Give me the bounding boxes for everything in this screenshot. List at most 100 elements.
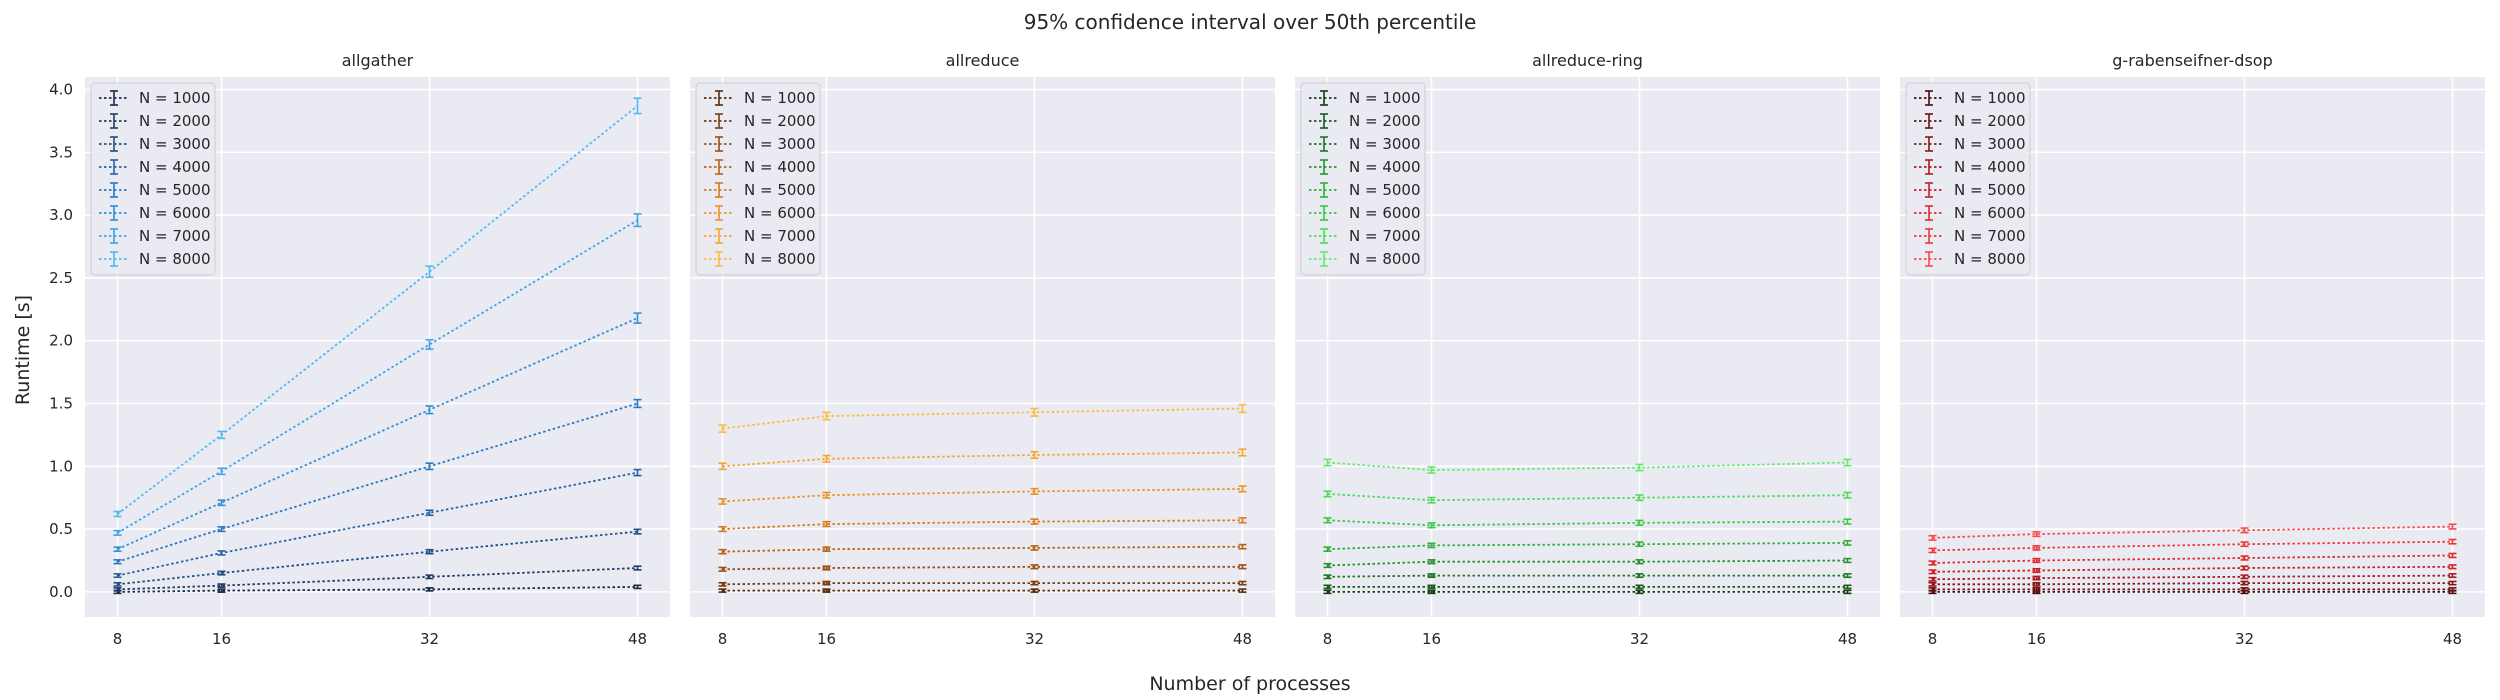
data-point [718, 498, 727, 505]
legend-item: N = 4000 [704, 158, 816, 176]
series-n-4000 [1323, 557, 1852, 569]
legend-label: N = 3000 [1349, 135, 1421, 153]
data-point [633, 565, 642, 571]
legend-item: N = 5000 [1914, 181, 2026, 199]
series-line [117, 219, 638, 534]
data-point [1843, 573, 1852, 579]
data-point [217, 430, 226, 440]
data-point [822, 411, 831, 421]
series-line [1932, 574, 2453, 581]
panel-title: g-rabenseifner-dsop [2112, 51, 2272, 70]
data-point [1238, 580, 1247, 586]
panel-title: allgather [342, 51, 414, 70]
y-tick-label: 3.0 [49, 206, 73, 224]
data-point [1030, 487, 1039, 495]
data-point [113, 510, 122, 518]
legend: N = 1000 N = 2000 N = 3000 N = 4000 N = 5000… [1905, 82, 2031, 276]
series-n-3000 [1928, 580, 2457, 587]
data-point [1030, 545, 1039, 551]
y-tick-label: 2.5 [49, 269, 73, 287]
data-point [1238, 588, 1247, 593]
x-tick-label: 48 [1233, 630, 1252, 648]
legend-item: N = 6000 [99, 204, 211, 222]
data-point [2032, 557, 2041, 564]
data-point [1427, 559, 1436, 565]
series-n-6000 [113, 312, 642, 553]
data-point [1323, 517, 1332, 524]
data-point [2240, 587, 2249, 592]
y-tick-label: 2.0 [49, 332, 73, 350]
x-tick-label: 48 [2443, 630, 2462, 648]
legend-label: N = 4000 [1954, 158, 2026, 176]
panel-title: allreduce [946, 51, 1020, 70]
data-point [2240, 565, 2249, 571]
data-point [1635, 463, 1644, 472]
series-line [1327, 559, 1848, 567]
series-n-4000 [1928, 573, 2457, 582]
x-tick-label: 48 [1838, 630, 1857, 648]
series-n-5000 [1323, 539, 1852, 553]
data-point [1427, 584, 1436, 590]
series-line [117, 530, 638, 586]
legend-item: N = 8000 [704, 250, 816, 268]
data-point [113, 529, 122, 536]
series-line [1327, 542, 1848, 551]
legend-item: N = 7000 [1309, 227, 1421, 245]
data-point [2032, 531, 2041, 538]
legend: N = 1000 N = 2000 N = 3000 N = 4000 N = 5000… [90, 82, 216, 276]
series-n-2000 [1323, 584, 1852, 590]
legend-label: N = 3000 [1954, 135, 2026, 153]
series-n-1000 [1323, 589, 1852, 595]
series-n-3000 [1323, 573, 1852, 580]
data-point [1323, 490, 1332, 498]
series-line [722, 407, 1243, 430]
series-n-7000 [113, 213, 642, 536]
legend-label: N = 8000 [744, 250, 816, 268]
legend-item: N = 1000 [99, 89, 211, 107]
data-point [113, 573, 122, 579]
legend-item: N = 1000 [704, 89, 816, 107]
data-point [1323, 584, 1332, 590]
panel-allgather: 0.0 0.5 1.0 1.5 2.0 2.5 3.0 3.5 4.0 8 16 32 48 allgat… [49, 51, 670, 648]
data-point [1843, 584, 1852, 590]
series-n-8000 [1323, 458, 1852, 474]
data-point [425, 265, 434, 279]
legend-label: N = 6000 [744, 204, 816, 222]
data-point [633, 97, 642, 115]
data-point [1843, 491, 1852, 499]
legend-item: N = 6000 [1914, 204, 2026, 222]
data-point [718, 588, 727, 593]
data-point [2448, 523, 2457, 530]
data-point [2032, 587, 2041, 592]
data-point [2448, 573, 2457, 579]
data-point [2032, 581, 2041, 587]
data-point [822, 520, 831, 528]
x-tick-label: 8 [1928, 630, 1938, 648]
legend-label: N = 2000 [1349, 112, 1421, 130]
data-point [217, 588, 226, 593]
data-point [1323, 458, 1332, 467]
legend-label: N = 5000 [744, 181, 816, 199]
data-point [1928, 576, 1937, 582]
data-point [1030, 588, 1039, 593]
data-point [2240, 541, 2249, 548]
x-tick-label: 16 [1422, 630, 1441, 648]
series-n-7000 [718, 448, 1247, 471]
data-point [1635, 573, 1644, 579]
data-point [1843, 458, 1852, 467]
legend-label: N = 4000 [1349, 158, 1421, 176]
data-point [425, 587, 434, 592]
data-point [2032, 545, 2041, 551]
x-tick-label: 32 [1025, 630, 1044, 648]
data-point [1323, 546, 1332, 553]
legend-label: N = 1000 [1954, 89, 2026, 107]
x-tick-label: 8 [718, 630, 728, 648]
series-n-7000 [1323, 490, 1852, 504]
legend-label: N = 6000 [1954, 204, 2026, 222]
series-line [117, 471, 638, 577]
data-point [2448, 587, 2457, 592]
series-line [1932, 525, 2453, 539]
data-point [425, 462, 434, 471]
data-point [113, 546, 122, 553]
data-point [718, 548, 727, 555]
